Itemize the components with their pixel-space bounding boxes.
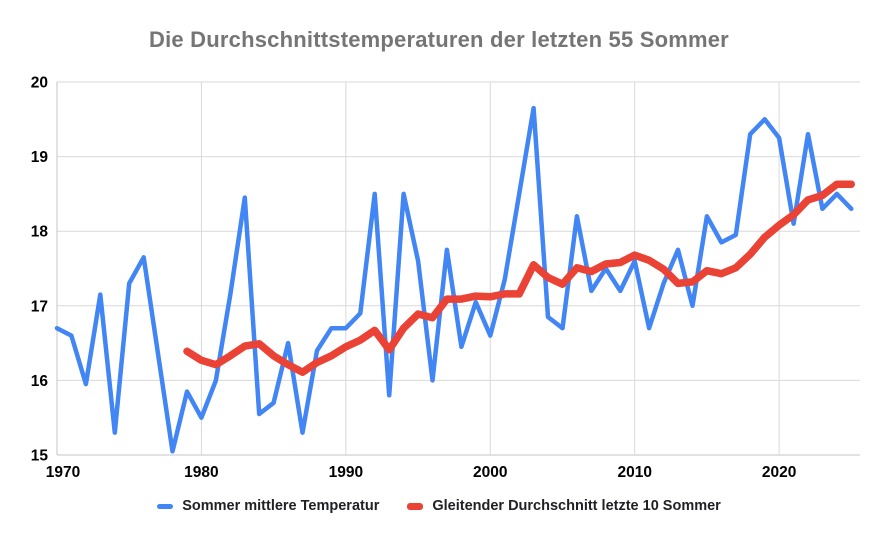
y-axis-tick-label: 16 [31,373,49,390]
legend-marker-red-icon [407,502,424,510]
y-axis-tick-label: 18 [31,224,49,241]
y-axis-tick-label: 15 [31,448,49,465]
legend-marker-blue-icon [157,503,174,509]
series-line-sommer-mittlere-temperatur[interactable] [54,105,854,454]
y-axis-tick-label: 19 [31,149,49,166]
x-axis-tick-label: 1990 [329,464,363,481]
legend-label: Gleitender Durchschnitt letzte 10 Sommer [432,498,721,514]
x-axis-tick-label: 1980 [184,464,218,481]
x-axis-tick-label: 1970 [46,464,80,481]
y-axis-tick-label: 20 [31,75,48,92]
x-axis-tick-label: 2010 [617,464,651,481]
chart-legend: Sommer mittlere Temperatur Gleitender Du… [0,498,878,514]
legend-item-sommer-mittlere-temperatur[interactable]: Sommer mittlere Temperatur [157,498,379,514]
y-axis-tick-label: 17 [31,298,48,315]
series-line-gleitender-durchschnitt-letzte-10-sommer[interactable] [183,180,856,376]
x-axis-tick-label: 2020 [762,464,796,481]
legend-item-gleitender-durchschnitt[interactable]: Gleitender Durchschnitt letzte 10 Sommer [407,498,721,514]
chart-title: Die Durchschnittstemperaturen der letzte… [149,27,729,52]
x-axis-tick-label: 2000 [473,464,507,481]
legend-label: Sommer mittlere Temperatur [182,498,380,514]
